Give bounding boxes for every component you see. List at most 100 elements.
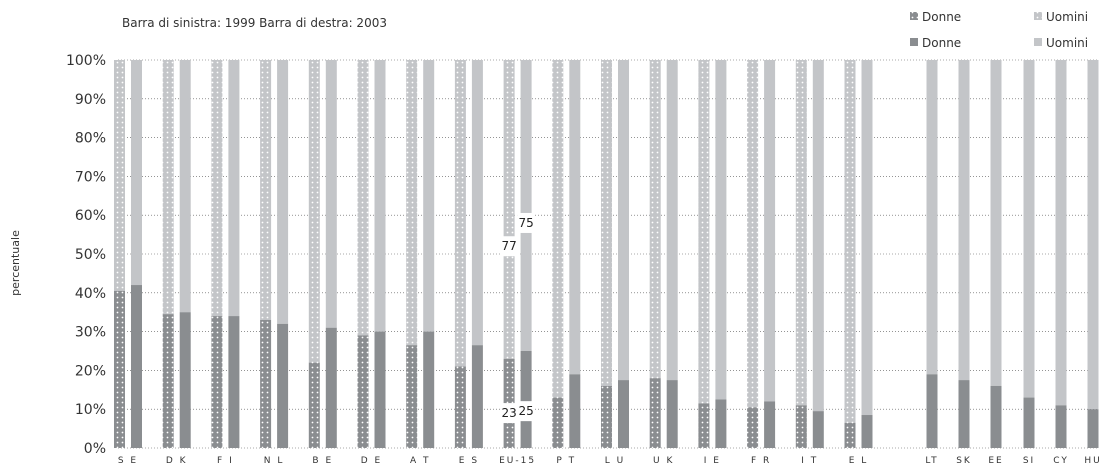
category-label: E S: [459, 456, 479, 465]
bar-donne-2003: [764, 401, 776, 448]
data-label-donne-1999: 23: [501, 406, 516, 420]
bar-uomini-2003: [990, 60, 1002, 386]
category-label: P T: [556, 456, 576, 465]
category-label: U K: [653, 456, 674, 465]
bar-uomini-2003: [228, 60, 240, 317]
category-label: I E: [704, 456, 721, 465]
y-tick-label: 10%: [75, 402, 106, 418]
bar-donne-1999: [406, 345, 418, 448]
category-label: B E: [312, 456, 333, 465]
data-label-uomini-2003: 75: [518, 216, 533, 230]
bar-donne-1999: [552, 397, 564, 448]
bar-donne-2003: [131, 285, 142, 448]
bar-uomini-2003: [423, 60, 435, 332]
bar-donne-2003: [812, 411, 824, 448]
category-label: EU-15: [499, 456, 536, 465]
bar-donne-2003: [1023, 397, 1035, 448]
legend: Donne Uomini Donne Uomini: [910, 10, 1088, 50]
bar-uomini-2003: [1055, 60, 1067, 406]
category-label: LT: [925, 456, 938, 465]
bar-donne-2003: [423, 331, 435, 448]
data-labels: 23 77 25 75: [500, 212, 536, 424]
category-label: I T: [801, 456, 818, 465]
bar-donne-1999: [601, 385, 612, 448]
y-tick-labels: 0% 10% 20% 30% 40% 50% 60% 70% 80% 90% 100%: [66, 53, 106, 457]
bar-uomini-2003: [666, 60, 678, 381]
bars: [114, 60, 1099, 448]
bar-donne-2003: [471, 345, 483, 448]
y-tick-label: 50%: [75, 247, 106, 263]
y-tick-label: 0%: [84, 441, 106, 457]
bar-donne-1999: [162, 314, 174, 448]
category-label: SI: [1023, 456, 1035, 465]
bar-uomini-1999: [552, 60, 564, 398]
bar-uomini-1999: [357, 60, 369, 336]
bar-uomini-1999: [211, 60, 223, 317]
bar-uomini-1999: [601, 60, 612, 386]
bar-uomini-1999: [503, 60, 515, 359]
bar-donne-2003: [666, 380, 678, 448]
legend-label-uomini-2003: Uomini: [1046, 36, 1088, 50]
legend-swatch-uomini-1999: [1034, 12, 1042, 20]
bar-uomini-2003: [569, 60, 581, 375]
bar-donne-2003: [618, 380, 629, 448]
bar-uomini-1999: [162, 60, 174, 315]
category-label: L U: [605, 456, 625, 465]
bar-donne-2003: [715, 399, 727, 448]
category-label: A T: [410, 456, 431, 465]
legend-swatch-donne-1999: [910, 12, 918, 20]
bar-uomini-1999: [795, 60, 807, 406]
bar-uomini-2003: [374, 60, 386, 332]
bar-uomini-2003: [520, 60, 532, 351]
category-label: D E: [361, 456, 382, 465]
y-tick-label: 20%: [75, 363, 106, 379]
y-tick-label: 30%: [75, 325, 106, 341]
bar-uomini-1999: [114, 60, 125, 291]
bar-donne-2003: [861, 415, 873, 448]
bar-uomini-1999: [844, 60, 856, 423]
bar-donne-1999: [260, 319, 272, 448]
bar-donne-2003: [1055, 405, 1067, 448]
category-label: F R: [751, 456, 771, 465]
data-label-donne-2003: 25: [518, 404, 533, 418]
bar-uomini-2003: [277, 60, 289, 324]
bar-uomini-1999: [698, 60, 710, 404]
legend-swatch-donne-2003: [910, 38, 918, 46]
y-tick-label: 100%: [66, 53, 106, 69]
bar-donne-1999: [308, 362, 320, 448]
bar-donne-1999: [357, 335, 369, 448]
y-tick-label: 70%: [75, 169, 106, 185]
y-tick-label: 80%: [75, 131, 106, 147]
bar-uomini-2003: [1023, 60, 1035, 398]
bar-uomini-2003: [1087, 60, 1099, 410]
bar-donne-2003: [179, 312, 191, 448]
legend-label-uomini-1999: Uomini: [1046, 10, 1088, 24]
bar-uomini-1999: [406, 60, 418, 346]
bar-uomini-1999: [747, 60, 759, 408]
y-tick-label: 40%: [75, 286, 106, 302]
y-tick-label: 90%: [75, 92, 106, 108]
y-tick-label: 60%: [75, 208, 106, 224]
bar-donne-2003: [569, 374, 581, 448]
data-label-bg: [517, 401, 536, 422]
data-label-bg: [517, 212, 536, 233]
bar-donne-1999: [698, 403, 710, 448]
data-label-bg: [500, 403, 519, 424]
category-label: SK: [956, 456, 972, 465]
bar-uomini-2003: [131, 60, 142, 286]
y-axis-label: percentuale: [9, 230, 22, 296]
bar-uomini-2003: [471, 60, 483, 346]
bar-uomini-2003: [179, 60, 191, 313]
bar-uomini-2003: [325, 60, 337, 328]
bar-donne-2003: [1087, 409, 1099, 448]
bar-donne-2003: [958, 380, 970, 448]
data-label-bg: [500, 236, 519, 257]
data-label-uomini-1999: 77: [501, 239, 516, 253]
bar-uomini-2003: [812, 60, 824, 412]
bar-uomini-2003: [861, 60, 873, 416]
chart-subtitle: Barra di sinistra: 1999 Barra di destra:…: [122, 16, 387, 30]
bar-donne-1999: [844, 422, 856, 448]
category-label: N L: [264, 456, 285, 465]
bar-donne-1999: [454, 366, 466, 448]
